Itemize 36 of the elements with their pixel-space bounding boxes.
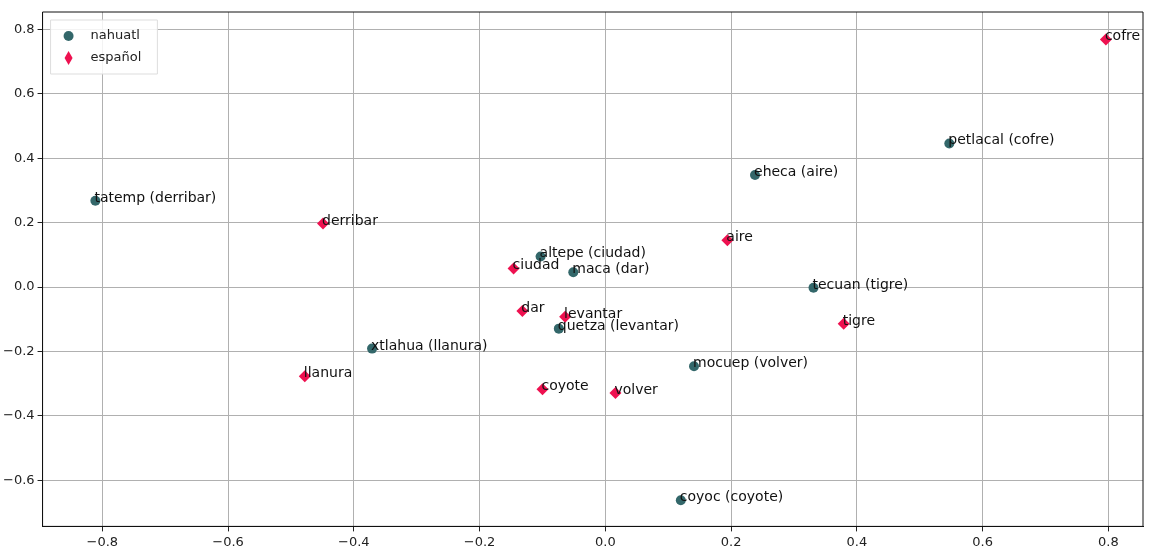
y-tick-label: 0.2 [13, 214, 35, 230]
annotation: tecuan (tigre) [812, 275, 909, 292]
x-tick-label: 0.4 [846, 533, 868, 549]
y-tick-label: −0.6 [2, 471, 35, 487]
x-tick-label: −0.2 [463, 533, 496, 549]
annotation: xtlahua (llanura) [371, 336, 488, 353]
legend-label: nahuatl [90, 27, 140, 43]
annotation: tatemp (derribar) [94, 188, 217, 205]
x-tick-label: 0.6 [972, 533, 993, 549]
annotation: mocuep (volver) [693, 354, 809, 371]
x-tick-label: 0.8 [1098, 533, 1119, 549]
y-tick-label: −0.4 [2, 407, 35, 423]
annotation: llanura [303, 364, 353, 381]
x-tick-label: −0.6 [212, 533, 244, 549]
x-tick-label: −0.8 [86, 533, 119, 549]
annotation: cofre [1104, 27, 1141, 44]
annotation: coyote [541, 377, 589, 394]
annotation: aire [726, 228, 753, 245]
y-tick-label: 0.6 [13, 85, 35, 101]
x-tick-label: 0.2 [720, 533, 742, 549]
annotation: petlacal (cofre) [948, 131, 1055, 148]
legend-label: español [90, 49, 142, 65]
annotation: ciudad [512, 256, 560, 273]
annotation: volver [614, 381, 659, 398]
annotation: tigre [842, 311, 876, 328]
annotation: derribar [322, 211, 379, 228]
y-tick-label: 0.8 [13, 20, 35, 36]
annotation: eheca (aire) [754, 162, 839, 179]
y-tick-label: −0.2 [2, 342, 35, 358]
x-tick-label: 0.0 [595, 533, 616, 549]
y-tick-label: 0.4 [13, 149, 35, 165]
x-tick-label: −0.4 [338, 533, 370, 549]
y-tick-label: 0.0 [13, 278, 35, 294]
annotation: maca (dar) [572, 260, 650, 277]
annotation: dar [521, 298, 545, 315]
annotation: coyoc (coyote) [679, 488, 784, 505]
